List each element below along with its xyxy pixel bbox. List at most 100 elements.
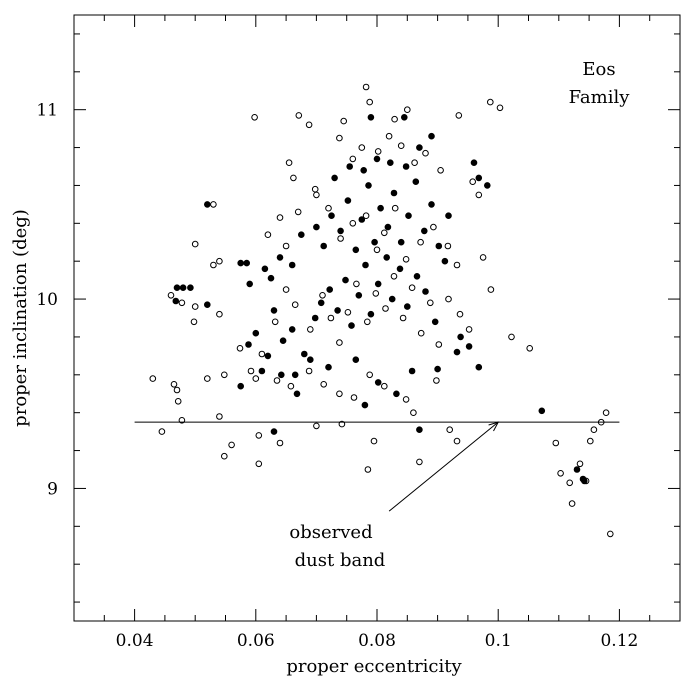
data-point-filled xyxy=(470,159,478,166)
data-point-filled xyxy=(344,197,352,204)
data-point-filled xyxy=(317,299,325,307)
data-point-filled xyxy=(373,155,381,163)
data-point-open xyxy=(374,148,382,155)
data-point-open xyxy=(362,83,370,91)
data-point-filled xyxy=(301,350,308,358)
data-point-open xyxy=(295,112,303,119)
family-label-line-2: Family xyxy=(569,87,631,108)
data-point-open xyxy=(453,261,461,269)
data-point-open xyxy=(191,240,199,248)
data-point-filled xyxy=(388,295,396,303)
data-point-filled xyxy=(453,348,461,356)
data-point-filled xyxy=(387,159,394,166)
data-point-open xyxy=(607,530,614,538)
data-point-open xyxy=(282,286,290,293)
data-point-open xyxy=(411,159,418,166)
data-point-filled xyxy=(457,333,464,341)
data-point-open xyxy=(402,396,410,403)
data-point-filled xyxy=(360,167,368,174)
x-tick-label: 0.04 xyxy=(116,631,154,651)
data-point-filled xyxy=(445,212,452,219)
x-tick-label: 0.12 xyxy=(600,631,638,651)
data-point-filled xyxy=(441,257,449,265)
data-point-filled xyxy=(397,238,405,246)
data-point-filled xyxy=(187,284,194,292)
data-point-open xyxy=(557,470,564,477)
data-point-open xyxy=(216,310,223,318)
data-point-filled xyxy=(401,114,408,121)
data-point-open xyxy=(255,432,263,439)
data-point-open xyxy=(258,350,266,358)
data-point-filled xyxy=(367,114,375,121)
data-point-filled xyxy=(402,163,410,170)
data-point-open xyxy=(353,280,360,288)
data-point-filled xyxy=(421,227,428,235)
data-point-filled xyxy=(311,314,319,322)
data-point-filled xyxy=(331,174,338,182)
data-point-open xyxy=(340,117,348,125)
data-point-filled xyxy=(320,242,328,250)
data-point-open xyxy=(391,115,398,123)
data-point-filled xyxy=(179,284,187,292)
data-point-open xyxy=(446,426,454,434)
data-point-filled xyxy=(313,223,320,231)
data-point-open xyxy=(602,409,610,417)
data-point-filled xyxy=(374,280,382,288)
data-point-open xyxy=(210,261,217,269)
data-point-filled xyxy=(326,286,334,293)
data-point-open xyxy=(417,238,424,246)
data-point-open xyxy=(221,371,228,379)
data-point-filled xyxy=(416,144,423,151)
data-point-open xyxy=(435,341,443,348)
data-point-open xyxy=(273,377,281,384)
data-point-open xyxy=(210,201,217,208)
data-point-filled xyxy=(384,223,392,231)
data-point-filled xyxy=(412,178,420,185)
data-point-open xyxy=(445,295,452,303)
data-point-open xyxy=(397,142,405,149)
data-point-filled xyxy=(465,343,473,350)
data-point-open xyxy=(590,426,598,434)
data-point-filled xyxy=(422,288,429,295)
data-point-open xyxy=(475,191,483,199)
data-point-open xyxy=(158,428,166,435)
data-point-filled xyxy=(367,310,375,318)
dust-band-arrowhead xyxy=(488,421,500,432)
data-point-filled xyxy=(365,182,372,189)
data-point-filled xyxy=(355,292,363,299)
data-point-filled xyxy=(204,301,211,309)
data-point-open xyxy=(325,204,332,212)
data-point-filled xyxy=(298,231,305,238)
data-point-open xyxy=(381,382,388,390)
data-point-filled xyxy=(362,261,369,269)
data-point-open xyxy=(349,155,357,163)
y-tick-label: 9 xyxy=(47,479,58,499)
data-point-filled xyxy=(346,163,354,170)
data-point-open xyxy=(453,437,461,445)
data-point-open xyxy=(313,191,320,199)
data-point-open xyxy=(381,229,388,237)
data-point-open xyxy=(437,167,444,174)
data-point-open xyxy=(216,413,223,420)
data-point-open xyxy=(336,134,343,142)
data-point-filled xyxy=(361,401,369,409)
data-points xyxy=(149,83,614,538)
data-point-open xyxy=(364,466,372,473)
data-point-open xyxy=(294,208,302,216)
data-point-open xyxy=(364,318,371,326)
data-point-filled xyxy=(270,428,278,435)
data-point-filled xyxy=(475,174,483,182)
data-point-filled xyxy=(377,204,384,212)
data-point-open xyxy=(285,159,293,166)
x-tick-label: 0.08 xyxy=(358,631,396,651)
data-point-filled xyxy=(278,371,285,379)
data-point-open xyxy=(456,310,464,318)
data-point-open xyxy=(344,309,352,316)
data-point-filled xyxy=(293,390,301,398)
data-point-open xyxy=(276,214,284,221)
data-point-filled xyxy=(243,259,250,267)
data-point-filled xyxy=(246,280,253,288)
x-tick-label: 0.06 xyxy=(237,631,275,651)
data-point-open xyxy=(319,292,326,299)
data-point-filled xyxy=(279,337,287,345)
